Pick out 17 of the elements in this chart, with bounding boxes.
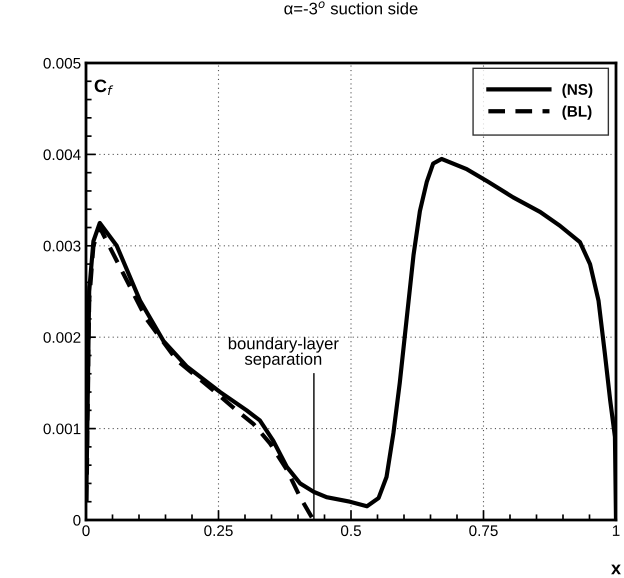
x-tick-label: 0.25: [204, 525, 233, 536]
x-tick-label: 0.5: [340, 525, 361, 536]
y-tick-label: 0.002: [44, 332, 80, 343]
x-axis-title: x: [611, 564, 621, 574]
y-tick-label: 0.001: [44, 423, 80, 434]
y-tick-label: 0: [73, 514, 81, 526]
x-tick-label: 1: [612, 525, 620, 536]
chart-title: α=-3$^{o}$ suction side: [284, 1, 418, 14]
y-tick-label: 0.004: [44, 149, 81, 160]
x-tick-label: 0: [82, 525, 90, 536]
ref-line-label: boundary-layer separation: [228, 337, 339, 368]
y-axis-title: C$_{f}$: [94, 79, 114, 96]
legend-label: (BL): [562, 106, 592, 120]
x-tick-label: 0.75: [469, 525, 498, 536]
y-tick-label: 0.005: [44, 58, 80, 69]
legend-label: (NS): [562, 84, 592, 98]
y-tick-label: 0.003: [44, 240, 80, 252]
